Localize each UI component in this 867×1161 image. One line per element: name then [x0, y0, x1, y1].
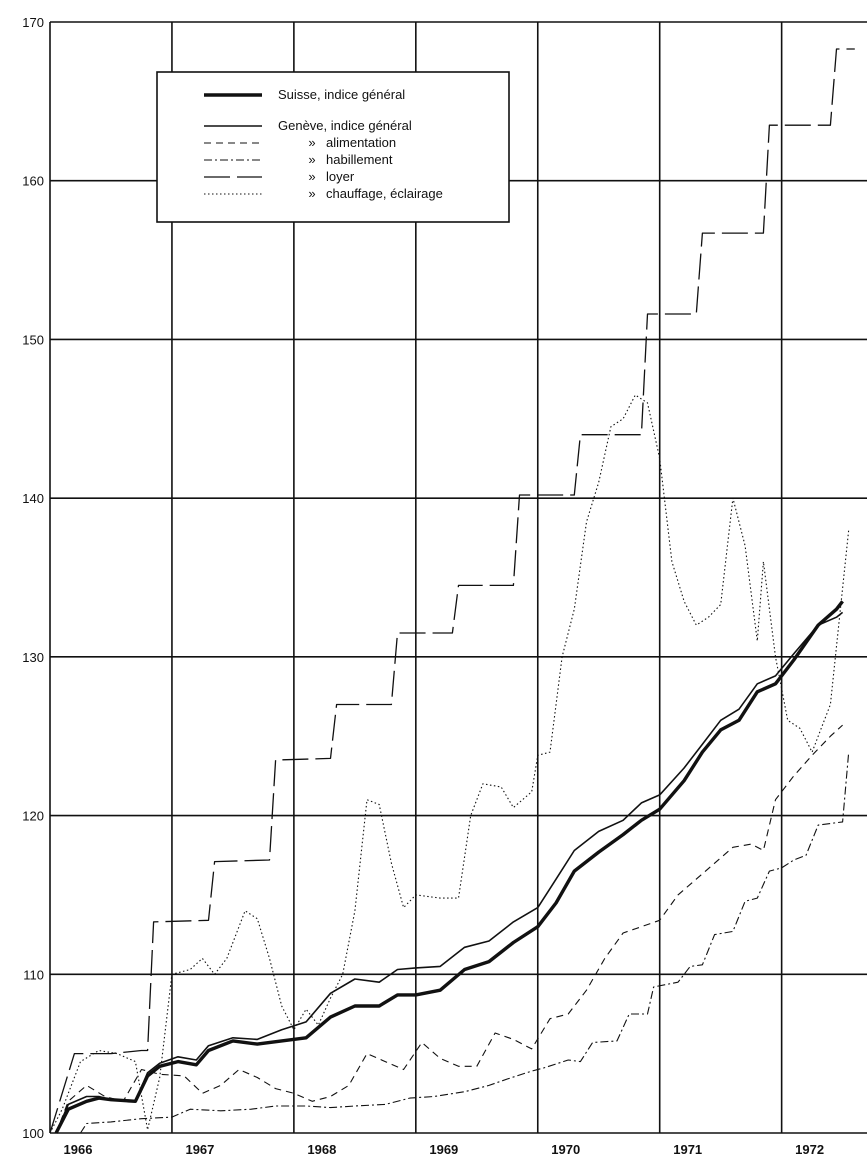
legend-label-habillement: habillement: [326, 152, 393, 167]
series-line-loyer: [49, 48, 855, 1134]
y-tick-label: 120: [22, 809, 44, 824]
x-tick-label: 1970: [551, 1142, 580, 1157]
y-tick-label: 160: [22, 174, 44, 189]
series-line-suisse: [54, 600, 844, 1134]
series-line-habillement: [80, 752, 850, 1134]
series-line-chauffage: [49, 394, 850, 1134]
series-lines: [49, 48, 855, 1134]
legend-box: [156, 71, 510, 223]
x-tick-label: 1972: [795, 1142, 824, 1157]
legend-label-loyer: loyer: [326, 169, 355, 184]
y-tick-label: 110: [23, 967, 44, 982]
legend-ditto-mark: »: [308, 169, 315, 184]
y-tick-label: 170: [22, 15, 44, 30]
y-tick-label: 100: [22, 1126, 44, 1141]
legend-label-geneve: Genève, indice général: [278, 118, 412, 133]
y-tick-label: 130: [22, 650, 44, 665]
x-tick-label: 1969: [429, 1142, 458, 1157]
x-tick-label: 1967: [185, 1142, 214, 1157]
y-tick-label: 150: [22, 332, 44, 347]
tick-labels: 100 110 120 130 140 150 160 170 1966 1967 1968 1969…: [22, 15, 824, 1157]
legend-ditto-mark: »: [308, 152, 315, 167]
legend-label-alimentation: alimentation: [326, 135, 396, 150]
legend-label-suisse: Suisse, indice général: [278, 87, 405, 102]
series-line-alimentation: [55, 724, 843, 1134]
series-line-geneve: [55, 611, 844, 1134]
y-tick-label: 140: [22, 491, 44, 506]
legend-ditto-mark: »: [308, 186, 315, 201]
legend: Suisse, indice général Genève, indice gén…: [156, 71, 510, 223]
legend-label-chauffage: chauffage, éclairage: [326, 186, 443, 201]
x-tick-label: 1971: [673, 1142, 702, 1157]
x-tick-label: 1966: [64, 1142, 93, 1157]
x-tick-label: 1968: [307, 1142, 336, 1157]
legend-ditto-mark: »: [308, 135, 315, 150]
